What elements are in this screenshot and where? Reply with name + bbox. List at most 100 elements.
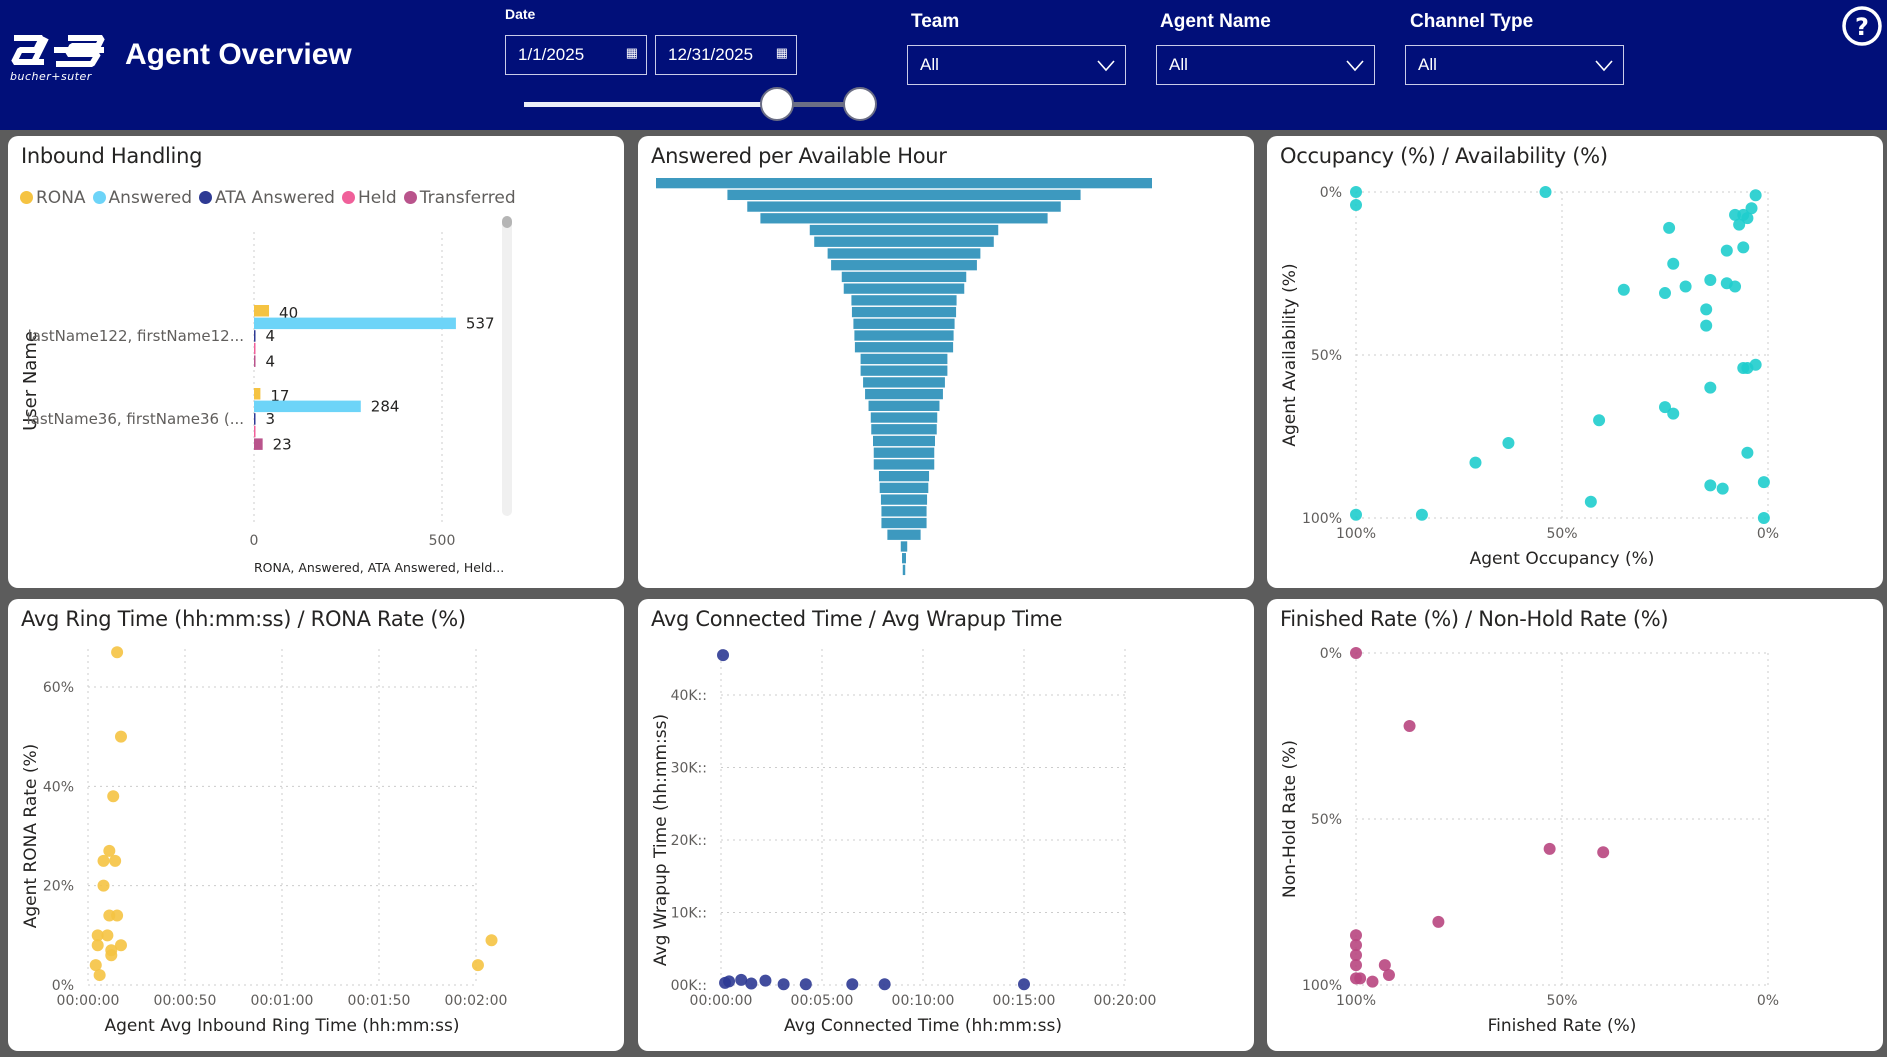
- data-point: [1350, 972, 1362, 985]
- header-bar: bucher+suter Agent Overview Date 1/1/202…: [0, 0, 1887, 130]
- chevron-down-icon: [1595, 60, 1613, 72]
- funnel-bar: [747, 201, 1061, 212]
- data-point: [1667, 257, 1680, 270]
- question-circle-icon[interactable]: ?: [1841, 5, 1883, 47]
- y-tick-label: 20%: [43, 879, 74, 895]
- funnel-bar: [873, 459, 935, 470]
- date-slider-range: [777, 102, 860, 107]
- data-label: 17: [270, 387, 289, 405]
- data-point: [1597, 846, 1610, 859]
- bar-rona: [254, 305, 270, 317]
- data-point: [93, 969, 106, 982]
- legend-item-ata-answered[interactable]: ATA Answered: [199, 188, 335, 208]
- funnel-bar: [827, 248, 981, 259]
- data-point: [1729, 208, 1742, 221]
- data-label: 23: [273, 435, 292, 453]
- data-point: [1432, 915, 1445, 928]
- funnel-bar: [760, 213, 1048, 224]
- funnel-bar: [814, 236, 994, 247]
- data-point: [1667, 407, 1680, 420]
- connected-wrapup-panel: Avg Connected Time / Avg Wrapup Time 00:…: [638, 599, 1254, 1051]
- data-point: [1700, 319, 1713, 332]
- data-point: [1679, 280, 1692, 293]
- funnel-bar: [860, 365, 948, 376]
- data-point: [1350, 647, 1362, 659]
- legend-item-rona[interactable]: RONA: [20, 188, 86, 208]
- funnel-bar: [881, 506, 927, 517]
- x-tick-label: 100%: [1336, 526, 1376, 542]
- x-axis-title: RONA, Answered, ATA Answered, Held...: [254, 560, 504, 575]
- data-point: [1403, 720, 1416, 733]
- data-point: [1350, 508, 1362, 521]
- funnel-bar: [853, 318, 955, 329]
- data-point: [485, 934, 498, 947]
- data-point: [846, 978, 859, 991]
- bar-held: [254, 425, 256, 438]
- data-point: [1617, 283, 1630, 296]
- logo-text: bucher+suter: [10, 70, 92, 83]
- funnel-bar: [841, 271, 967, 283]
- y-tick-label: 30K::: [671, 761, 707, 777]
- data-point: [1382, 969, 1395, 982]
- scrollbar-track[interactable]: [502, 216, 512, 516]
- data-point: [1018, 978, 1030, 991]
- channel-type-dropdown[interactable]: All: [1405, 45, 1624, 85]
- x-tick-label: 00:01:50: [348, 993, 411, 1009]
- data-label: 40: [279, 304, 298, 322]
- data-point: [109, 854, 122, 867]
- x-tick-label: 50%: [1546, 993, 1577, 1009]
- y-tick-label: 50%: [1311, 348, 1342, 364]
- date-slider-start-handle[interactable]: [760, 87, 794, 121]
- data-point: [1584, 495, 1597, 508]
- data-label: 537: [466, 315, 495, 333]
- scrollbar-thumb[interactable]: [502, 216, 512, 228]
- data-point: [1659, 287, 1671, 300]
- page-title: Agent Overview: [125, 38, 352, 71]
- data-point: [1539, 186, 1552, 198]
- legend-item-held[interactable]: Held: [341, 188, 397, 208]
- data-point: [1469, 456, 1482, 469]
- y-tick-label: 0%: [52, 978, 74, 994]
- data-point: [101, 929, 114, 942]
- team-dropdown[interactable]: All: [907, 45, 1126, 85]
- data-point: [1741, 212, 1754, 225]
- x-tick-label: 00:15:00: [993, 993, 1056, 1009]
- bar-transferred: [254, 355, 256, 367]
- calendar-icon[interactable]: ▦: [625, 45, 638, 60]
- y-axis-title: Agent Availability (%): [1280, 263, 1300, 446]
- date-slider-end-handle[interactable]: [843, 87, 877, 121]
- bucher-suter-logo: bucher+suter: [10, 32, 110, 90]
- chevron-down-icon: [1346, 60, 1364, 72]
- data-point: [1350, 199, 1362, 212]
- data-point: [1757, 476, 1770, 489]
- data-point: [91, 939, 104, 952]
- data-point: [1729, 280, 1742, 293]
- calendar-icon[interactable]: ▦: [775, 45, 788, 60]
- data-point: [97, 854, 110, 867]
- occupancy-availability-panel: Occupancy (%) / Availability (%) 100% 50%…: [1267, 136, 1883, 588]
- data-label: 4: [266, 352, 276, 370]
- legend-item-answered[interactable]: Answered: [92, 188, 192, 208]
- funnel-bar: [870, 412, 938, 423]
- data-point: [471, 959, 484, 972]
- data-point: [114, 730, 127, 743]
- data-point: [105, 949, 118, 962]
- agent-name-dropdown-value: All: [1169, 55, 1188, 74]
- funnel-bar: [854, 342, 954, 353]
- funnel-bar: [860, 353, 948, 365]
- legend-item-transferred[interactable]: Transferred: [403, 188, 516, 208]
- inbound-handling-panel: Inbound Handling RONA Answered ATA Answe…: [8, 136, 624, 588]
- end-date-input[interactable]: 12/31/2025 ▦: [655, 35, 797, 75]
- bar-ata-answered: [254, 413, 256, 425]
- agent-name-dropdown[interactable]: All: [1156, 45, 1375, 85]
- date-slider-track: [524, 102, 777, 107]
- data-point: [1663, 221, 1676, 234]
- funnel-bar: [727, 189, 1081, 201]
- start-date-input[interactable]: 1/1/2025 ▦: [505, 35, 647, 75]
- data-point: [1593, 414, 1606, 427]
- x-tick-label: 00:00:00: [690, 993, 753, 1009]
- x-tick-label: 00:02:00: [445, 993, 508, 1009]
- data-point: [1350, 959, 1362, 972]
- x-tick-label: 500: [429, 533, 456, 549]
- funnel-bar: [878, 471, 930, 482]
